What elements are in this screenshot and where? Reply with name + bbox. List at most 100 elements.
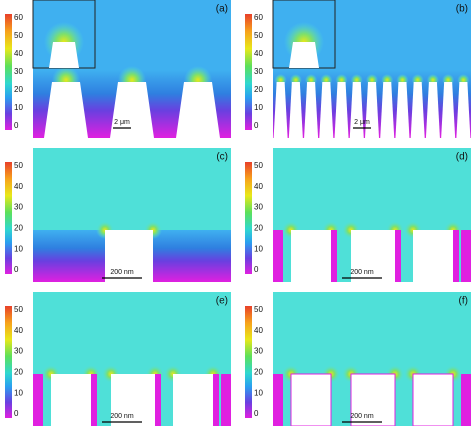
colorbar-tick: 40 xyxy=(14,182,23,191)
pillar xyxy=(395,82,410,138)
pillar xyxy=(349,82,364,138)
substrate-right xyxy=(461,374,471,426)
colorbar xyxy=(5,162,12,274)
pillar xyxy=(176,82,220,138)
block xyxy=(291,230,331,282)
pillar xyxy=(365,82,379,138)
colorbar-tick: 20 xyxy=(14,368,23,377)
colorbar-tick: 40 xyxy=(14,49,23,58)
substrate-left xyxy=(33,374,43,426)
colorbar xyxy=(5,306,12,418)
colorbar-tick: 0 xyxy=(14,409,19,418)
colorbar-tick: 40 xyxy=(254,326,263,335)
colorbar-tick: 0 xyxy=(254,265,259,274)
wall xyxy=(395,230,401,282)
panel-label: (f) xyxy=(459,296,468,307)
block xyxy=(351,230,395,282)
colorbar-tick: 50 xyxy=(254,305,263,314)
scale-bar-label: 200 nm xyxy=(110,269,134,276)
wall xyxy=(91,374,97,426)
scale-bar-label: 200 nm xyxy=(350,413,374,420)
colorbar xyxy=(245,306,252,418)
substrate-left xyxy=(273,230,283,282)
colorbar xyxy=(5,14,12,130)
panel: 50 40 30 20 10 0 (c) 200 nm xyxy=(5,148,231,282)
scale-bar-label: 200 nm xyxy=(110,413,134,420)
colorbar-tick: 10 xyxy=(254,244,263,253)
pillar xyxy=(288,82,303,138)
colorbar-tick: 10 xyxy=(14,388,23,397)
colorbar-tick: 10 xyxy=(14,103,23,112)
panel: 50 40 30 20 10 0 (d) 200 nm xyxy=(245,148,471,282)
colorbar-tick: 0 xyxy=(14,121,19,130)
colorbar-tick: 20 xyxy=(14,224,23,233)
colorbar-tick: 50 xyxy=(14,161,23,170)
colorbar-tick: 60 xyxy=(254,13,263,22)
pillar xyxy=(410,82,425,138)
colorbar-tick: 10 xyxy=(254,388,263,397)
block xyxy=(111,374,155,426)
panel: 60 50 40 30 20 10 0 (a) 2 μm xyxy=(5,0,231,138)
colorbar-tick: 50 xyxy=(14,305,23,314)
colorbar-tick: 20 xyxy=(254,85,263,94)
block xyxy=(290,373,332,426)
pillar xyxy=(380,82,395,138)
pillar xyxy=(273,82,288,138)
panel-label: (a) xyxy=(216,4,228,15)
inset-pillar xyxy=(49,42,79,68)
pillar xyxy=(441,82,456,138)
inset-pillar xyxy=(289,42,319,68)
substrate-right xyxy=(221,374,231,426)
block xyxy=(51,374,91,426)
block xyxy=(105,230,153,282)
panel: 50 40 30 20 10 0 (f) 200 nm xyxy=(245,292,471,426)
colorbar-tick: 20 xyxy=(254,368,263,377)
colorbar-tick: 30 xyxy=(14,203,23,212)
colorbar-tick: 30 xyxy=(14,347,23,356)
pillar xyxy=(44,82,88,138)
panel: 50 40 30 20 10 0 (e) 200 nm xyxy=(5,292,231,426)
substrate-right xyxy=(461,230,471,282)
colorbar-tick: 50 xyxy=(14,31,23,40)
pillar xyxy=(319,82,334,138)
pillar xyxy=(425,82,440,138)
colorbar xyxy=(245,162,252,274)
pillar xyxy=(334,82,349,138)
colorbar-tick: 0 xyxy=(254,121,259,130)
block xyxy=(173,374,213,426)
colorbar-tick: 20 xyxy=(254,224,263,233)
pillar xyxy=(456,82,471,138)
scale-bar-label: 200 nm xyxy=(350,269,374,276)
block xyxy=(350,373,396,426)
panel-label: (e) xyxy=(216,296,228,307)
pillar xyxy=(110,82,154,138)
colorbar-tick: 30 xyxy=(254,203,263,212)
wall xyxy=(155,374,161,426)
colorbar-tick: 20 xyxy=(14,85,23,94)
scale-bar-label: 2 μm xyxy=(354,119,370,126)
colorbar-tick: 10 xyxy=(14,244,23,253)
wall xyxy=(331,230,337,282)
colorbar-tick: 40 xyxy=(14,326,23,335)
block xyxy=(412,373,454,426)
colorbar-tick: 30 xyxy=(14,67,23,76)
panel: 60 50 40 30 20 10 0 (b) 2 μm xyxy=(245,0,471,138)
colorbar xyxy=(245,14,252,130)
colorbar-tick: 40 xyxy=(254,49,263,58)
panel-label: (b) xyxy=(456,4,468,15)
colorbar-tick: 30 xyxy=(254,67,263,76)
colorbar-tick: 0 xyxy=(14,265,19,274)
colorbar-tick: 0 xyxy=(254,409,259,418)
colorbar-tick: 50 xyxy=(254,31,263,40)
colorbar-tick: 50 xyxy=(254,161,263,170)
colorbar-tick: 60 xyxy=(14,13,23,22)
pillar xyxy=(304,82,319,138)
scale-bar-label: 2 μm xyxy=(114,119,130,126)
colorbar-tick: 30 xyxy=(254,347,263,356)
substrate-left xyxy=(273,374,283,426)
wall xyxy=(453,230,459,282)
colorbar-tick: 10 xyxy=(254,103,263,112)
block xyxy=(413,230,453,282)
colorbar-tick: 40 xyxy=(254,182,263,191)
